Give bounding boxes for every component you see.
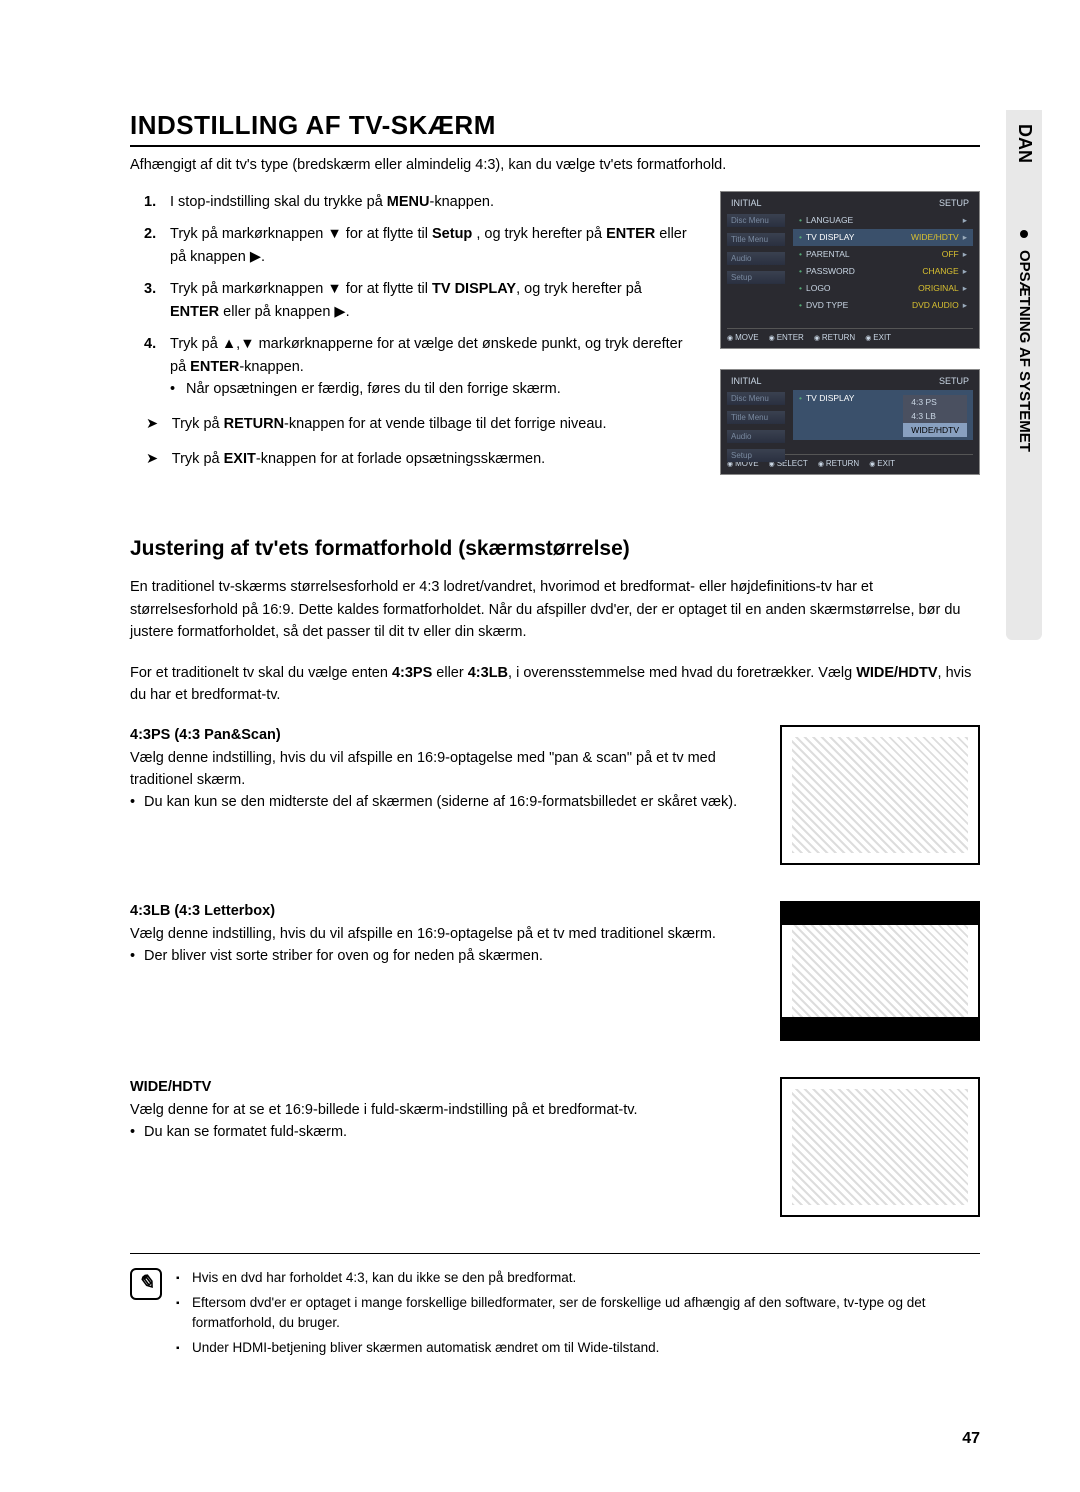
osd-sidebar: Disc Menu Title Menu Audio Setup [727,392,785,452]
subtitle: Justering af tv'ets formatforhold (skærm… [130,535,980,562]
osd-corner-tl: INITIAL [731,376,762,386]
format-bullet: Du kan kun se den midterste del af skærm… [130,792,750,814]
arrow-icon: ➤ [146,448,164,471]
steps-list: 1. I stop-indstilling skal du trykke på … [130,191,690,401]
page: INDSTILLING AF TV-SKÆRM Afhængigt af dit… [0,0,1080,1423]
para-1: En traditionel tv-skærms størrelsesforho… [130,576,980,643]
format-title: 4:3LB (4:3 Letterbox) [130,901,750,923]
osd-options: 4:3 PS4:3 LBWIDE/HDTV [903,395,967,437]
osd-corner-tl: INITIAL [731,198,762,208]
osd-setup-menu: INITIAL SETUP Disc Menu Title Menu Audio… [720,191,980,349]
format-bullet: Der bliver vist sorte striber for oven o… [130,946,750,968]
format-wide: WIDE/HDTV Vælg denne for at se et 16:9-b… [130,1077,980,1217]
note-item: Eftersom dvd'er er optaget i mange forsk… [176,1293,980,1335]
format-desc: Vælg denne indstilling, hvis du vil afsp… [130,924,750,946]
format-title: 4:3PS (4:3 Pan&Scan) [130,725,750,747]
format-desc: Vælg denne indstilling, hvis du vil afsp… [130,748,750,792]
format-illustration-letterbox [780,901,980,1041]
page-number: 47 [962,1430,980,1448]
intro-text: Afhængigt af dit tv's type (bredskærm el… [130,157,980,173]
osd-corner-tr: SETUP [939,198,969,208]
format-bullet: Du kan se formatet fuld-skærm. [130,1122,750,1144]
divider [130,1253,980,1254]
return-note: ➤ Tryk på RETURN-knappen for at vende ti… [130,413,690,436]
format-desc: Vælg denne for at se et 16:9-billede i f… [130,1100,750,1122]
format-illustration-panscan [780,725,980,865]
step-1: 1. I stop-indstilling skal du trykke på … [170,191,690,213]
format-letterbox: 4:3LB (4:3 Letterbox) Vælg denne indstil… [130,901,980,1041]
note-icon: ✎ [130,1268,162,1300]
exit-note: ➤ Tryk på EXIT-knappen for at forlade op… [130,448,690,471]
para-2: For et traditionelt tv skal du vælge ent… [130,662,980,707]
step-2: 2. Tryk på markørknappen ▼ for at flytte… [170,223,690,268]
note-item: Under HDMI-betjening bliver skærmen auto… [176,1338,980,1359]
osd-footer: MOVE ENTER RETURN EXIT [727,328,973,342]
step-4-sub: Når opsætningen er færdig, føres du til … [170,378,690,400]
steps-section: 1. I stop-indstilling skal du trykke på … [130,191,980,495]
osd-body: TV DISPLAY 4:3 PS4:3 LBWIDE/HDTV [793,390,973,440]
step-3: 3. Tryk på markørknappen ▼ for at flytte… [170,278,690,323]
osd-corner-tr: SETUP [939,376,969,386]
format-title: WIDE/HDTV [130,1077,750,1099]
step-4: 4. Tryk på ▲,▼ markørknapperne for at væ… [170,333,690,400]
note-box: ✎ Hvis en dvd har forholdet 4:3, kan du … [130,1268,980,1364]
format-panscan: 4:3PS (4:3 Pan&Scan) Vælg denne indstill… [130,725,980,865]
arrow-icon: ➤ [146,413,164,436]
osd-sidebar: Disc Menu Title Menu Audio Setup [727,214,785,326]
note-item: Hvis en dvd har forholdet 4:3, kan du ik… [176,1268,980,1289]
note-list: Hvis en dvd har forholdet 4:3, kan du ik… [176,1268,980,1364]
page-title: INDSTILLING AF TV-SKÆRM [130,110,980,147]
osd-body: LANGUAGE▸TV DISPLAYWIDE/HDTV▸PARENTALOFF… [793,212,973,314]
format-illustration-wide [780,1077,980,1217]
osd-tvdisplay-menu: INITIAL SETUP Disc Menu Title Menu Audio… [720,369,980,475]
